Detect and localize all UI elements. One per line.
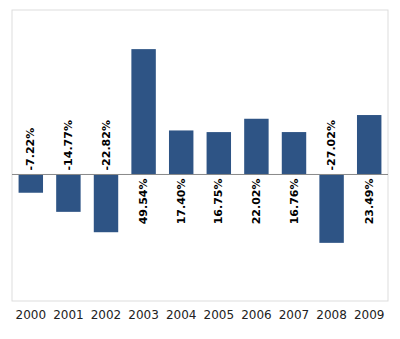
- data-label: 16.75%: [212, 178, 225, 224]
- bar: [131, 49, 155, 174]
- chart: -7.22% -14.77% -22.82% 49.54% 17.40% 16.75% 22…: [0, 0, 400, 339]
- x-tick-label: 2006: [241, 308, 272, 322]
- bar: [169, 130, 193, 174]
- data-label: 23.49%: [363, 178, 376, 224]
- bar: [357, 115, 381, 174]
- data-label: -7.22%: [24, 128, 37, 171]
- bar: [207, 132, 231, 174]
- x-tick-label: 2004: [166, 308, 197, 322]
- bar: [244, 119, 268, 175]
- bar: [94, 174, 118, 232]
- x-tick-label: 2002: [91, 308, 122, 322]
- data-label: -27.02%: [325, 120, 338, 170]
- data-label: 22.02%: [250, 178, 263, 224]
- data-label: 17.40%: [175, 178, 188, 224]
- bar: [56, 174, 80, 211]
- zero-line: [12, 174, 388, 175]
- x-tick-label: 2009: [354, 308, 385, 322]
- x-tick-label: 2000: [16, 308, 47, 322]
- data-label: 49.54%: [137, 178, 150, 224]
- bar: [19, 174, 43, 192]
- x-tick-label: 2008: [316, 308, 347, 322]
- x-tick-label: 2005: [204, 308, 235, 322]
- data-label: -14.77%: [62, 120, 75, 170]
- data-label: 16.76%: [288, 178, 301, 224]
- bar: [319, 174, 343, 242]
- data-label: -22.82%: [100, 120, 113, 170]
- bar: [282, 132, 306, 174]
- plot-frame: [12, 10, 388, 301]
- x-tick-label: 2001: [53, 308, 84, 322]
- x-tick-label: 2003: [128, 308, 159, 322]
- x-tick-label: 2007: [279, 308, 310, 322]
- chart-container: -7.22% -14.77% -22.82% 49.54% 17.40% 16.75% 22…: [0, 0, 400, 339]
- bars: [19, 49, 382, 243]
